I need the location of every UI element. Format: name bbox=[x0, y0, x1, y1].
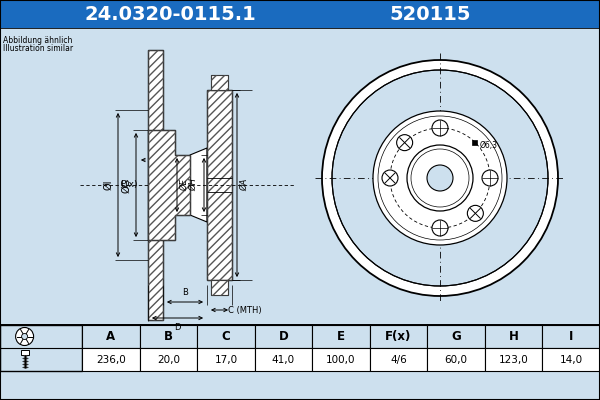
Bar bbox=[0, 28, 600, 325]
Text: 520115: 520115 bbox=[389, 4, 471, 24]
Polygon shape bbox=[148, 50, 163, 320]
Bar bbox=[427, 348, 485, 371]
Polygon shape bbox=[207, 90, 232, 280]
Text: D: D bbox=[174, 323, 181, 332]
Bar bbox=[427, 325, 485, 348]
Circle shape bbox=[432, 120, 448, 136]
Bar bbox=[370, 325, 427, 348]
Circle shape bbox=[407, 145, 473, 211]
Bar bbox=[0, 0, 600, 28]
Text: 4/6: 4/6 bbox=[390, 354, 407, 364]
Text: G: G bbox=[451, 330, 461, 343]
Text: 17,0: 17,0 bbox=[214, 354, 238, 364]
Text: 236,0: 236,0 bbox=[96, 354, 125, 364]
Text: Ø6,3: Ø6,3 bbox=[479, 141, 497, 150]
Text: Abbildung ähnlich: Abbildung ähnlich bbox=[3, 36, 73, 45]
Text: ØG: ØG bbox=[121, 178, 131, 192]
Text: Ate: Ate bbox=[391, 224, 449, 252]
Polygon shape bbox=[211, 280, 228, 295]
Text: ØI: ØI bbox=[103, 180, 113, 190]
Circle shape bbox=[467, 205, 484, 221]
Bar bbox=[485, 348, 542, 371]
Bar bbox=[82, 348, 140, 371]
Text: D: D bbox=[278, 330, 289, 343]
Bar bbox=[254, 325, 312, 348]
Bar bbox=[197, 348, 254, 371]
Polygon shape bbox=[211, 75, 228, 90]
Text: F(x): F(x) bbox=[385, 330, 412, 343]
Bar bbox=[140, 348, 197, 371]
Bar bbox=[472, 140, 478, 145]
Bar bbox=[254, 348, 312, 371]
Text: I: I bbox=[569, 330, 574, 343]
Text: 14,0: 14,0 bbox=[560, 354, 583, 364]
Bar bbox=[542, 325, 600, 348]
Bar bbox=[0, 325, 600, 371]
Text: A: A bbox=[106, 330, 115, 343]
Text: 60,0: 60,0 bbox=[445, 354, 467, 364]
Bar bbox=[370, 348, 427, 371]
Circle shape bbox=[322, 60, 558, 296]
Circle shape bbox=[16, 328, 34, 346]
Polygon shape bbox=[190, 148, 207, 222]
Bar bbox=[312, 348, 370, 371]
Circle shape bbox=[397, 135, 413, 151]
Text: C: C bbox=[221, 330, 230, 343]
Bar bbox=[197, 325, 254, 348]
Text: 123,0: 123,0 bbox=[499, 354, 529, 364]
Text: 20,0: 20,0 bbox=[157, 354, 180, 364]
Circle shape bbox=[482, 170, 498, 186]
Circle shape bbox=[382, 170, 398, 186]
Text: Illustration similar: Illustration similar bbox=[3, 44, 73, 53]
Text: ØE: ØE bbox=[180, 179, 189, 191]
Text: H: H bbox=[509, 330, 518, 343]
Text: B: B bbox=[164, 330, 173, 343]
Polygon shape bbox=[148, 130, 190, 240]
Text: 41,0: 41,0 bbox=[272, 354, 295, 364]
Text: F(x): F(x) bbox=[120, 180, 137, 190]
Circle shape bbox=[22, 334, 28, 340]
Circle shape bbox=[373, 111, 507, 245]
Text: B: B bbox=[182, 288, 188, 297]
Bar bbox=[82, 325, 140, 348]
Text: ØA: ØA bbox=[240, 179, 249, 191]
Bar bbox=[312, 325, 370, 348]
Bar bbox=[542, 348, 600, 371]
Bar bbox=[140, 325, 197, 348]
Circle shape bbox=[427, 165, 453, 191]
Text: E: E bbox=[337, 330, 345, 343]
Circle shape bbox=[332, 70, 548, 286]
Text: 100,0: 100,0 bbox=[326, 354, 356, 364]
Circle shape bbox=[432, 220, 448, 236]
Text: C (MTH): C (MTH) bbox=[227, 306, 261, 314]
Text: 24.0320-0115.1: 24.0320-0115.1 bbox=[84, 4, 256, 24]
Bar bbox=[20, 350, 29, 354]
Bar bbox=[485, 325, 542, 348]
Bar bbox=[0, 325, 82, 371]
Text: ØH: ØH bbox=[189, 178, 198, 192]
